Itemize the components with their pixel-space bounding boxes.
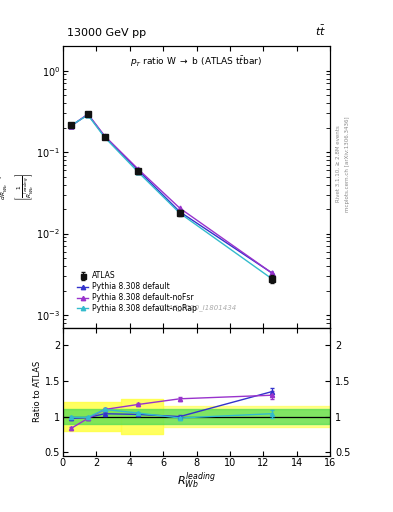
Text: mcplots.cern.ch [arXiv:1306.3436]: mcplots.cern.ch [arXiv:1306.3436] [345,116,350,211]
Text: 13000 GeV pp: 13000 GeV pp [67,28,146,38]
Line: Pythia 8.308 default-noRap: Pythia 8.308 default-noRap [69,113,274,281]
Text: $t\bar{t}$: $t\bar{t}$ [315,24,326,38]
Pythia 8.308 default-noFsr [269,270,274,276]
Text: ATLAS_2020_I1801434: ATLAS_2020_I1801434 [156,304,237,311]
Y-axis label: $\frac{d\sigma}{d\,R_{Wb}^{leading}}$
$\left[\frac{1}{R_{Wb}^{leading}}\right]$: $\frac{d\sigma}{d\,R_{Wb}^{leading}}$ $\… [0,173,35,201]
Pythia 8.308 default [102,134,107,140]
Pythia 8.308 default-noRap [136,169,140,175]
Pythia 8.308 default-noFsr [178,205,182,211]
Pythia 8.308 default-noRap [178,210,182,216]
Pythia 8.308 default-noFsr [69,123,73,129]
Line: Pythia 8.308 default-noFsr: Pythia 8.308 default-noFsr [69,112,274,275]
Text: Rivet 3.1.10, ≥ 2.8M events: Rivet 3.1.10, ≥ 2.8M events [336,125,341,202]
Pythia 8.308 default [269,270,274,276]
Line: Pythia 8.308 default: Pythia 8.308 default [69,112,274,275]
Pythia 8.308 default [86,111,90,117]
Pythia 8.308 default-noRap [269,275,274,282]
Pythia 8.308 default [136,167,140,173]
Pythia 8.308 default-noFsr [86,111,90,117]
Pythia 8.308 default-noRap [86,112,90,118]
Text: $p_{T}$ ratio W $\rightarrow$ b (ATLAS t$\bar{t}$bar): $p_{T}$ ratio W $\rightarrow$ b (ATLAS t… [130,55,263,70]
Legend: ATLAS, Pythia 8.308 default, Pythia 8.308 default-noFsr, Pythia 8.308 default-no: ATLAS, Pythia 8.308 default, Pythia 8.30… [75,269,199,315]
Pythia 8.308 default-noFsr [102,133,107,139]
Pythia 8.308 default-noFsr [136,166,140,172]
Pythia 8.308 default [69,123,73,129]
Pythia 8.308 default-noRap [69,122,73,129]
Pythia 8.308 default [178,209,182,215]
X-axis label: $R_{Wb}^{leading}$: $R_{Wb}^{leading}$ [177,470,216,490]
Pythia 8.308 default-noRap [102,134,107,140]
Y-axis label: Ratio to ATLAS: Ratio to ATLAS [33,361,42,422]
